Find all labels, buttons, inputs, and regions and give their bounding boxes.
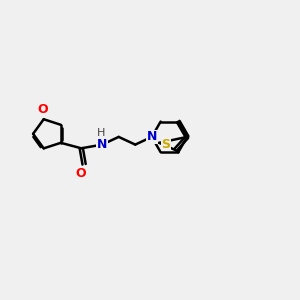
Text: S: S	[161, 138, 170, 151]
Text: N: N	[147, 130, 157, 143]
Text: O: O	[75, 167, 86, 180]
Text: H: H	[97, 128, 105, 138]
Text: N: N	[97, 138, 107, 151]
Text: N: N	[147, 130, 157, 143]
Text: O: O	[37, 103, 47, 116]
